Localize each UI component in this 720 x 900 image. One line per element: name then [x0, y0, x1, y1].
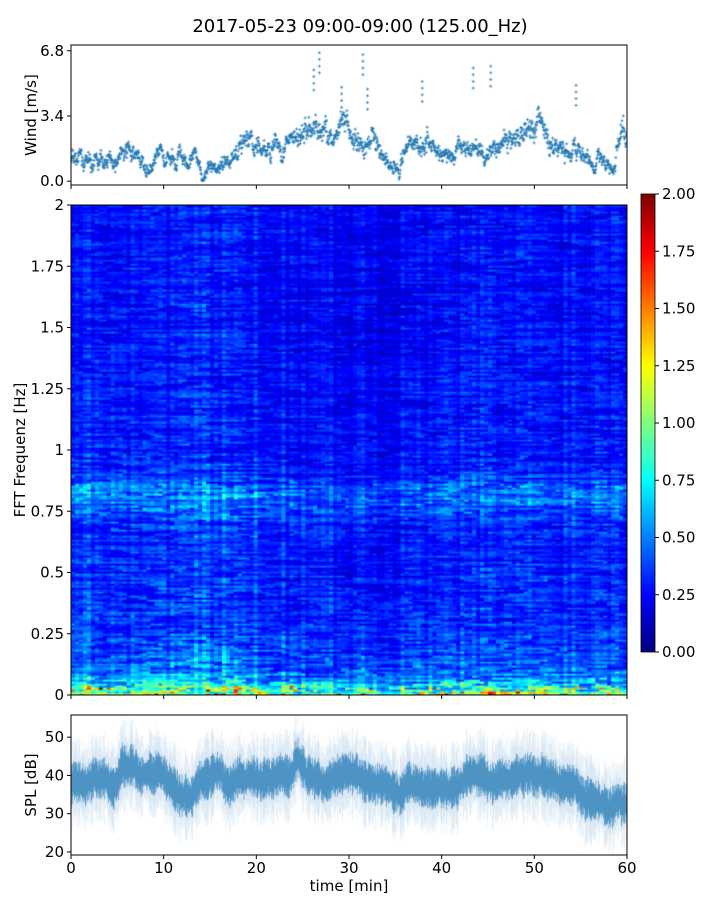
colorbar-gradient [641, 194, 655, 652]
x-tick-label: 60 [617, 859, 636, 877]
spl-band [71, 715, 627, 855]
y-tick-label: 20 [45, 843, 64, 861]
chart-title: 2017-05-23 09:00-09:00 (125.00_Hz) [192, 16, 527, 37]
spectrogram-heatmap [71, 205, 627, 695]
x-tick-label: 0 [66, 859, 76, 877]
x-tick-label: 10 [154, 859, 173, 877]
y-tick-label: 1.25 [31, 380, 64, 398]
y-tick-label: 1 [54, 441, 64, 459]
colorbar-frame [640, 193, 656, 653]
y-tick-label: 1.5 [40, 319, 64, 337]
axes-frame [70, 714, 628, 856]
x-axis-label: time [min] [310, 877, 389, 895]
colorbar-tick-label: 0.25 [662, 586, 695, 604]
y-tick-label: 40 [45, 766, 64, 784]
y-tick-label: 0.0 [40, 172, 64, 190]
y-tick-label: 30 [45, 805, 64, 823]
axes-frame [70, 204, 628, 696]
colorbar-tick-label: 2.00 [662, 185, 695, 203]
y-tick-label: 0 [54, 686, 64, 704]
colorbar-tick-label: 0.50 [662, 529, 695, 547]
y-tick-label: 0.5 [40, 564, 64, 582]
colorbar-tick-label: 0.00 [662, 643, 695, 661]
x-tick-label: 40 [432, 859, 451, 877]
y-tick-label: 1.75 [31, 257, 64, 275]
y-axis-label: SPL [dB] [22, 753, 40, 816]
x-tick-label: 50 [525, 859, 544, 877]
colorbar-tick-label: 1.50 [662, 300, 695, 318]
y-tick-label: 6.8 [40, 42, 64, 60]
y-tick-label: 3.4 [40, 107, 64, 125]
y-tick-label: 50 [45, 728, 64, 746]
axes-frame [70, 44, 628, 186]
colorbar-tick-label: 1.75 [662, 242, 695, 260]
x-tick-label: 20 [247, 859, 266, 877]
colorbar-tick-label: 1.00 [662, 414, 695, 432]
colorbar-tick-label: 1.25 [662, 357, 695, 375]
y-tick-label: 2 [54, 196, 64, 214]
y-axis-label: Wind [m/s] [22, 74, 40, 156]
y-tick-label: 0.25 [31, 625, 64, 643]
wind-scatter-points [71, 45, 627, 185]
x-tick-label: 30 [339, 859, 358, 877]
colorbar-tick-label: 0.75 [662, 471, 695, 489]
y-tick-label: 0.75 [31, 502, 64, 520]
y-axis-label: FFT Frequenz [Hz] [11, 383, 29, 518]
